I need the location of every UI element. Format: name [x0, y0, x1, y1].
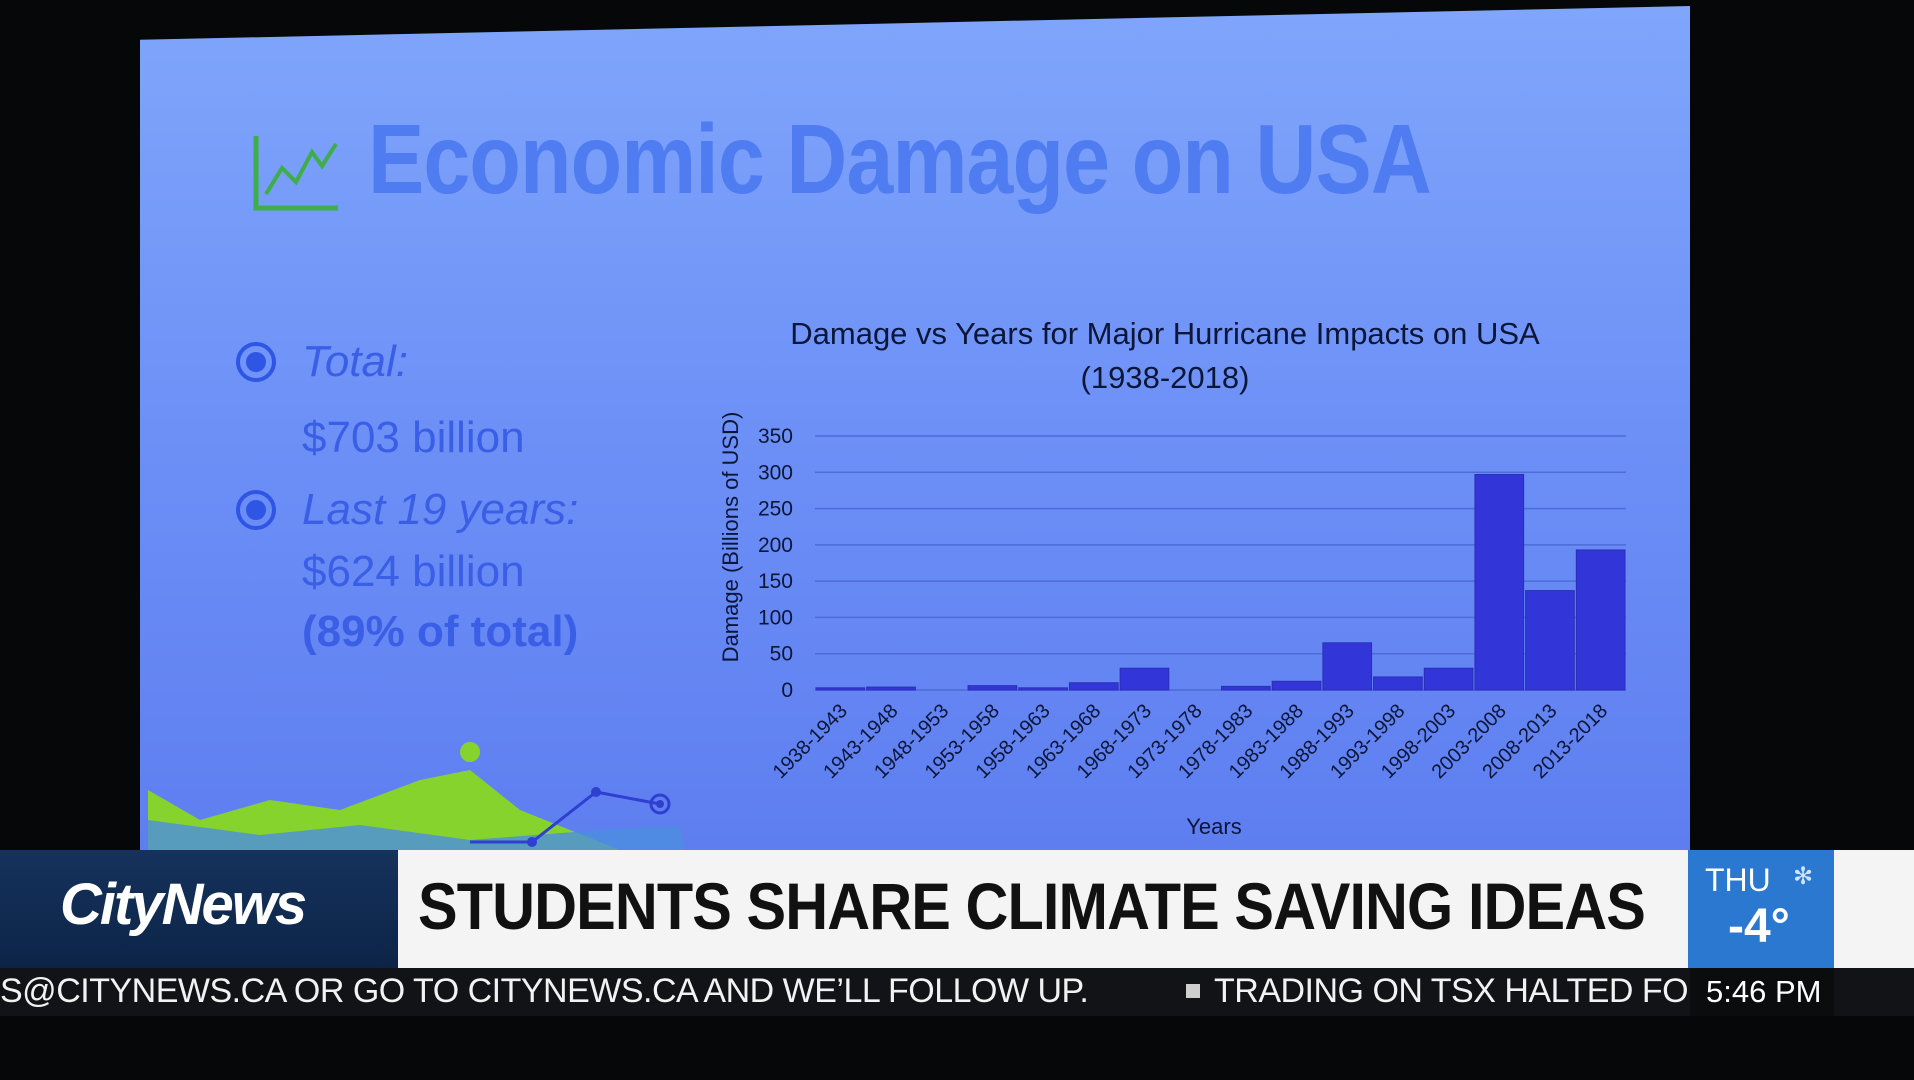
- bar: [1373, 676, 1423, 691]
- y-tick-label: 200: [758, 534, 793, 557]
- bar: [1525, 590, 1575, 691]
- bar: [1119, 667, 1170, 691]
- y-tick-label: 150: [758, 570, 793, 593]
- line-chart-icon: [253, 136, 338, 211]
- bar: [1068, 682, 1119, 691]
- projected-slide: [140, 6, 1690, 851]
- weather-temperature: -4°: [1728, 900, 1790, 953]
- snow-icon: ✻: [1793, 863, 1814, 890]
- ticker-text: S@CITYNEWS.CA OR GO TO CITYNEWS.CA AND W…: [0, 972, 1089, 1010]
- total-label: Total:: [302, 337, 409, 386]
- y-tick-label: 50: [770, 643, 793, 666]
- bar: [1322, 642, 1373, 691]
- slide-title: Economic Damage on USA: [368, 104, 1432, 214]
- headline-panel: [398, 850, 1688, 968]
- y-axis-label: Damage (Billions of USD): [718, 412, 743, 663]
- headline-panel-end: [1834, 850, 1914, 968]
- y-tick-label: 250: [758, 498, 793, 521]
- recent-label: Last 19 years:: [302, 485, 579, 534]
- y-tick-label: 350: [758, 425, 793, 448]
- y-tick-label: 300: [758, 461, 793, 484]
- recent-value: $624 billion: [302, 547, 525, 596]
- ticker-separator: [1186, 984, 1200, 998]
- ticker-next-text: TRADING ON TSX HALTED FO: [1214, 972, 1689, 1010]
- y-tick-label: 100: [758, 606, 793, 629]
- news-ticker: [0, 968, 1914, 1016]
- total-value: $703 billion: [302, 413, 525, 462]
- clock-panel: [1690, 968, 1834, 1016]
- decorative-graphic: [148, 742, 684, 850]
- chart-title: Damage vs Years for Major Hurricane Impa…: [790, 316, 1540, 395]
- bar: [1575, 549, 1626, 691]
- recent-share: (89% of total): [302, 607, 579, 656]
- weather-panel: [1688, 850, 1834, 968]
- bullet-icon: [236, 490, 276, 530]
- logo-panel: [0, 850, 398, 968]
- bullet-icon: [236, 342, 276, 382]
- bar: [1423, 667, 1474, 691]
- bar: [967, 685, 1018, 691]
- bar: [1018, 687, 1068, 691]
- headline: STUDENTS SHARE CLIMATE SAVING IDEAS: [418, 869, 1646, 943]
- citynews-logo: CityNews: [60, 872, 307, 937]
- bar: [1221, 685, 1271, 691]
- y-tick-label: 0: [781, 679, 793, 702]
- x-axis-label: Years: [1186, 814, 1241, 839]
- bar: [1474, 473, 1525, 691]
- bar: [866, 686, 916, 691]
- weather-day: THU: [1705, 862, 1771, 898]
- clock-time: 5:46 PM: [1706, 974, 1822, 1009]
- bar: [815, 687, 866, 691]
- bar: [1271, 680, 1322, 691]
